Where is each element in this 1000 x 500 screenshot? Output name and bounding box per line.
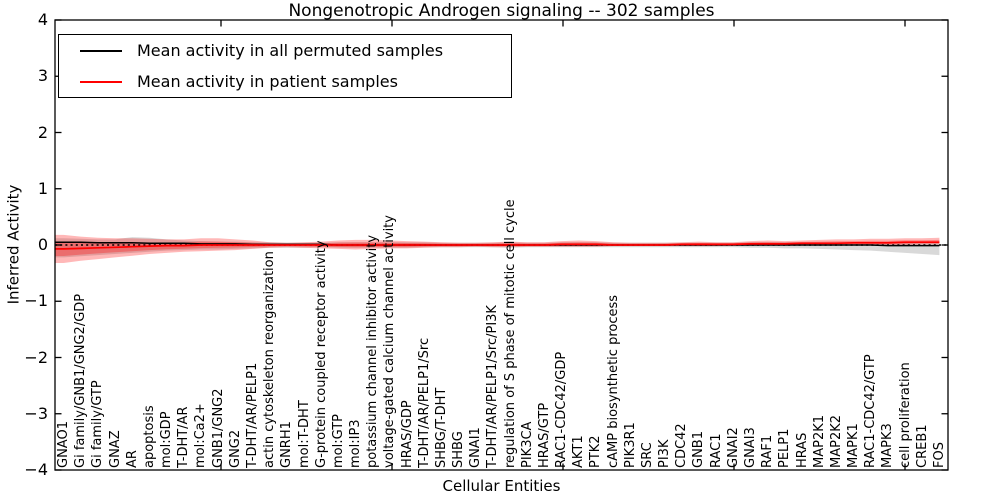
- x-tick-label: T-DHT/AR: [176, 406, 192, 468]
- x-axis-label: Cellular Entities: [442, 477, 561, 495]
- x-tick-label: AKT1: [571, 435, 587, 468]
- x-tick-label: HRAS/GTP: [536, 402, 552, 468]
- x-tick-label: Gi family/GNB1/GNG2/GDP: [73, 293, 89, 468]
- x-tick-label: HRAS/GDP: [399, 400, 415, 468]
- y-tick-label: 1: [37, 178, 48, 198]
- x-tick-label: RAC1-CDC42/GDP: [554, 351, 570, 468]
- chart-title: Nongenotropic Androgen signaling -- 302 …: [288, 1, 715, 21]
- x-tick-label: GNAZ: [107, 430, 123, 468]
- x-tick-label: GNB1: [691, 431, 707, 468]
- x-tick-label: MAP2K2: [828, 414, 844, 468]
- x-tick-label: apoptosis: [141, 405, 157, 468]
- x-tick-label: AR: [124, 450, 140, 468]
- x-tick-label: CREB1: [914, 424, 930, 468]
- x-tick-label: GNRH1: [279, 421, 295, 468]
- x-tick-label: T-DHT/AR/PELP1/Src/PI3K: [485, 305, 501, 468]
- x-tick-label: FOS: [931, 442, 947, 468]
- x-tick-label: mol:T-DHT: [296, 400, 312, 468]
- x-tick-label: voltage-gated calcium channel activity: [382, 215, 398, 468]
- permuted-std-band: [55, 237, 940, 258]
- x-tick-label: PI3K: [657, 439, 673, 468]
- legend-entry-permuted: Mean activity in all permuted samples: [59, 35, 511, 66]
- x-tick-label: PIK3R1: [622, 422, 638, 468]
- x-tick-label: Gi family/GTP: [90, 380, 106, 468]
- x-tick-label: CDC42: [674, 423, 690, 468]
- x-tick-label: SHBG/T-DHT: [433, 387, 449, 468]
- x-tick-label: SHBG: [451, 431, 467, 468]
- x-tick-label: GNAI1: [468, 427, 484, 468]
- x-tick-label: G-protein coupled receptor activity: [313, 240, 329, 468]
- x-tick-label: MAP2K1: [811, 414, 827, 468]
- x-tick-label: GNG2: [227, 429, 243, 468]
- y-tick-label: 3: [37, 66, 48, 86]
- permuted-line-swatch: [80, 49, 122, 52]
- x-tick-label: mol:GDP: [159, 411, 175, 468]
- x-tick-label: PIK3CA: [519, 421, 535, 468]
- legend-label-patient: Mean activity in patient samples: [137, 72, 398, 91]
- x-tick-label: mol:IP3: [348, 419, 364, 468]
- x-tick-label: T-DHT/AR/PELP1/Src: [416, 337, 432, 468]
- x-tick-label: mol:GTP: [330, 414, 346, 468]
- y-tick-label: −2: [24, 347, 48, 367]
- patient-line-swatch: [80, 80, 122, 83]
- x-tick-label: actin cytoskeleton reorganization: [262, 251, 278, 468]
- y-tick-label: −4: [24, 460, 48, 479]
- x-tick-label: PELP1: [777, 428, 793, 468]
- x-tick-label: GNAI2: [725, 427, 741, 468]
- x-tick-label: RAC1-CDC42/GTP: [863, 354, 879, 468]
- y-tick-label: −3: [24, 403, 48, 423]
- x-tick-label: cAMP biosynthetic process: [605, 294, 621, 468]
- x-tick-label: cell proliferation: [897, 362, 913, 468]
- patient-mean-line: [55, 241, 940, 250]
- x-tick-label: GNB1/GNG2: [210, 388, 226, 468]
- x-tick-label: MAPK3: [880, 423, 896, 468]
- y-tick-label: 0: [37, 235, 48, 254]
- x-tick-label: PTK2: [588, 435, 604, 468]
- x-tick-label: regulation of S phase of mitotic cell cy…: [502, 199, 518, 468]
- legend-entry-patient: Mean activity in patient samples: [59, 66, 511, 97]
- x-tick-label: SRC: [639, 442, 655, 468]
- x-tick-label: mol:Ca2+: [193, 403, 209, 468]
- x-tick-label: GNAO1: [56, 421, 72, 468]
- patient-std-band: [55, 234, 940, 263]
- x-tick-label: GNAI3: [743, 427, 758, 468]
- legend-label-permuted: Mean activity in all permuted samples: [137, 41, 444, 60]
- y-tick-label: 2: [37, 122, 48, 142]
- x-tick-label: RAF1: [760, 434, 776, 468]
- x-tick-label: MAPK1: [846, 423, 862, 468]
- x-tick-label: RAC1: [708, 433, 724, 468]
- y-tick-label: 4: [37, 10, 48, 29]
- x-tick-label: T-DHT/AR/PELP1: [244, 362, 260, 468]
- x-tick-label: HRAS: [794, 432, 810, 468]
- legend: Mean activity in all permuted samples Me…: [58, 34, 512, 98]
- x-tick-label: potassium channel inhibitor activity: [365, 234, 381, 468]
- y-tick-label: −1: [24, 291, 48, 311]
